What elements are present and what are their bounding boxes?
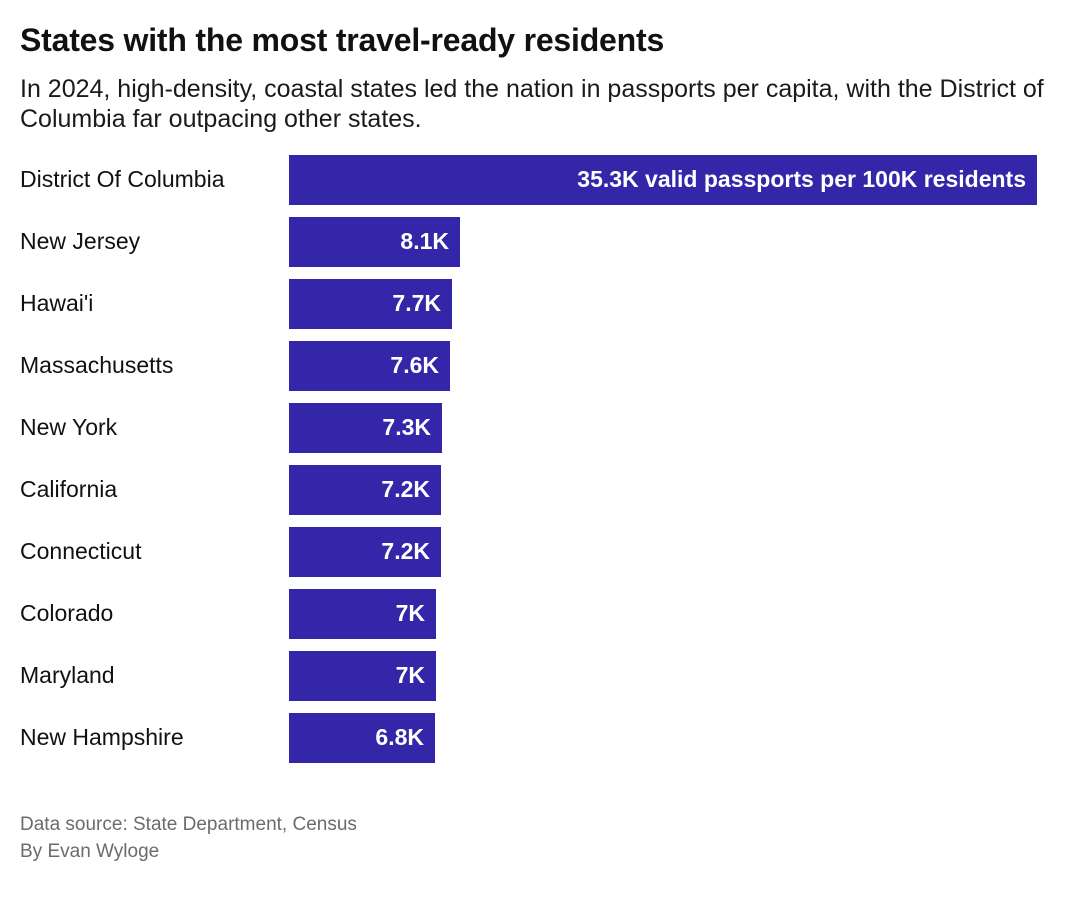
bar-category-label: District Of Columbia	[20, 166, 225, 193]
bar-value-label: 8.1K	[400, 228, 449, 255]
bar-value-label: 6.8K	[375, 724, 424, 751]
bar-category-label: California	[20, 476, 118, 503]
bar-category-label: Connecticut	[20, 538, 142, 565]
bar-value-label: 7K	[395, 662, 425, 689]
bar-row: Hawai'i 7.7K	[20, 278, 1080, 329]
bar-row: New York 7.3K	[20, 402, 1080, 453]
bar: 35.3K valid passports per 100K residents	[289, 154, 1037, 205]
bar-track: 7.2K	[289, 526, 1080, 577]
bar-category-label: Maryland	[20, 662, 115, 689]
bar-track: 8.1K	[289, 216, 1080, 267]
bar: 7.3K	[289, 402, 442, 453]
byline-text: By Evan Wyloge	[20, 841, 160, 863]
bar-value-label: 7.6K	[390, 352, 439, 379]
bar-track: 7K	[289, 588, 1080, 639]
bar-row: Maryland 7K	[20, 650, 1080, 701]
bar-row: District Of Columbia 35.3K valid passport…	[20, 154, 1080, 205]
bar-value-label: 35.3K valid passports per 100K residents	[577, 166, 1026, 193]
chart-header: States with the most travel-ready reside…	[0, 0, 1080, 135]
bar-row: Connecticut 7.2K	[20, 526, 1080, 577]
bar-category-label: New York	[20, 414, 118, 441]
bar-track: 7.7K	[289, 278, 1080, 329]
bar-category-label: New Hampshire	[20, 724, 184, 751]
bar-row: New Jersey 8.1K	[20, 216, 1080, 267]
data-source-text: Data source: State Department, Census	[20, 814, 357, 836]
bar-value-label: 7.3K	[382, 414, 431, 441]
bar-category-label: Hawai'i	[20, 290, 94, 317]
bar-track: 35.3K valid passports per 100K residents	[289, 154, 1080, 205]
bar-value-label: 7.7K	[392, 290, 441, 317]
bar-track: 7.6K	[289, 340, 1080, 391]
chart-subtitle: In 2024, high-density, coastal states le…	[20, 74, 1044, 134]
bar-row: California 7.2K	[20, 464, 1080, 515]
chart-footer: Data source: State Department, Census By…	[20, 812, 357, 866]
bar: 8.1K	[289, 216, 460, 267]
bar-value-label: 7K	[395, 600, 425, 627]
bar: 7.2K	[289, 464, 441, 515]
bar-chart-plot: District Of Columbia 35.3K valid passport…	[0, 154, 1080, 763]
bar-row: Colorado 7K	[20, 588, 1080, 639]
bar-category-label: New Jersey	[20, 228, 141, 255]
bar-value-label: 7.2K	[381, 538, 430, 565]
bar: 7.6K	[289, 340, 450, 391]
bar-row: Massachusetts 7.6K	[20, 340, 1080, 391]
bar: 7K	[289, 650, 436, 701]
bar-track: 7.3K	[289, 402, 1080, 453]
bar-track: 7.2K	[289, 464, 1080, 515]
bar-track: 7K	[289, 650, 1080, 701]
bar-category-label: Massachusetts	[20, 352, 174, 379]
bar: 7.7K	[289, 278, 452, 329]
bar-category-label: Colorado	[20, 600, 114, 627]
bar: 7K	[289, 588, 436, 639]
page-title: States with the most travel-ready reside…	[20, 22, 665, 58]
bar-track: 6.8K	[289, 712, 1080, 763]
bar: 7.2K	[289, 526, 441, 577]
bar-row: New Hampshire 6.8K	[20, 712, 1080, 763]
bar-value-label: 7.2K	[381, 476, 430, 503]
bar: 6.8K	[289, 712, 435, 763]
